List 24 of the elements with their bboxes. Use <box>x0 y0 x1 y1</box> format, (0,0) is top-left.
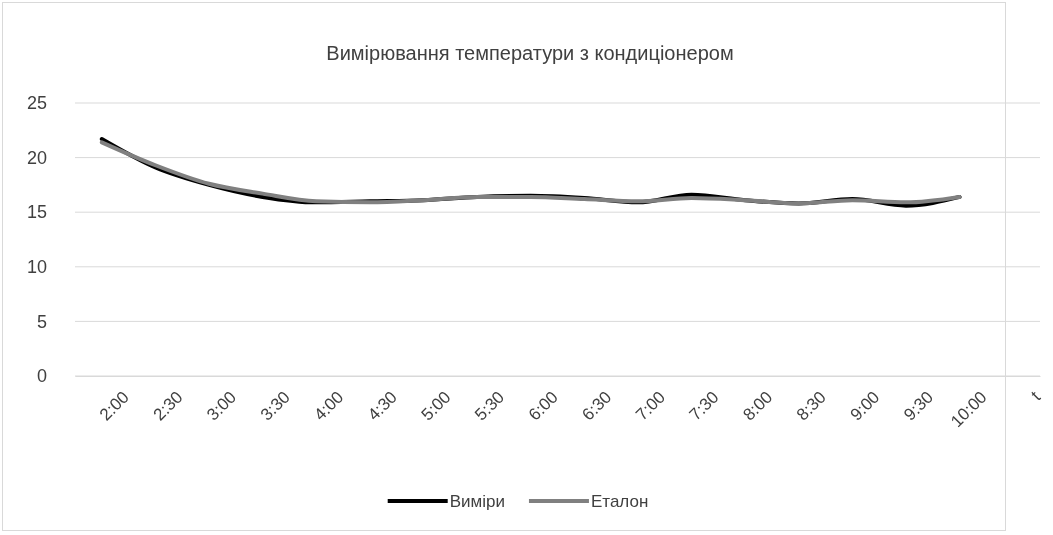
x-tick-label: 3:00 <box>203 387 241 425</box>
x-tick-label: 4:00 <box>310 387 348 425</box>
legend-label: Еталон <box>590 492 649 511</box>
x-tick-label: 6:30 <box>578 387 616 425</box>
x-tick-label: 7:30 <box>685 387 723 425</box>
x-tick-label: 8:30 <box>792 387 830 425</box>
y-tick-label: 0 <box>36 366 47 387</box>
x-tick-label: 6:00 <box>524 387 562 425</box>
y-tick-label: 25 <box>26 93 47 114</box>
x-tick-label: t <box>1027 387 1045 405</box>
chart-title: Вимірювання температури з кондиціонером <box>326 42 734 64</box>
x-tick-label: 8:00 <box>739 387 777 425</box>
y-tick-label: 5 <box>36 311 47 332</box>
x-tick-label: 5:00 <box>417 387 455 425</box>
x-tick-label: 9:00 <box>846 387 884 425</box>
x-tick-label: 5:30 <box>471 387 509 425</box>
legend-label: Виміри <box>449 492 505 511</box>
x-tick-label: 4:30 <box>364 387 401 425</box>
x-tick-label: 7:00 <box>632 387 669 425</box>
y-tick-label: 10 <box>26 257 47 278</box>
y-tick-label: 15 <box>26 202 47 223</box>
x-tick-label: 3:30 <box>256 387 294 425</box>
x-tick-label: 9:30 <box>900 387 937 425</box>
y-tick-label: 20 <box>26 147 47 168</box>
